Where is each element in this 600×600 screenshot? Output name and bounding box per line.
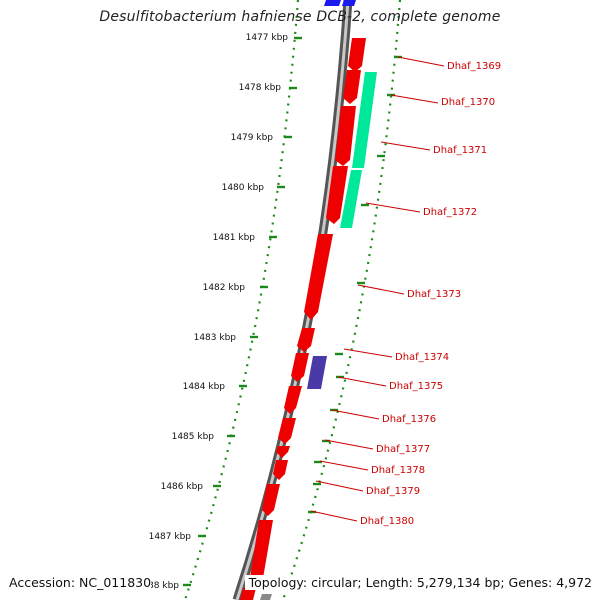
accession-text: Accession: NC_011830 (9, 575, 152, 590)
gene-dhaf-1371[interactable] (335, 106, 356, 166)
gene-blocks (240, 0, 377, 600)
gene-label-dhaf-1378[interactable]: Dhaf_1378 (371, 465, 425, 476)
scale-label: 1487 kbp (149, 532, 192, 542)
gene-label-dhaf-1370[interactable]: Dhaf_1370 (441, 97, 495, 108)
gene-dhaf-1379-b[interactable] (262, 484, 280, 516)
gene-label-dhaf-1377[interactable]: Dhaf_1377 (376, 444, 430, 455)
gene-label-dhaf-1374[interactable]: Dhaf_1374 (395, 352, 449, 363)
scale-label: 1483 kbp (194, 333, 237, 343)
gene-dhaf-1374[interactable] (297, 328, 315, 352)
gene-dhaf-1372[interactable] (326, 166, 348, 224)
genome-summary-text: Topology: circular; Length: 5,279,134 bp… (244, 575, 592, 590)
gene-blue-top-2[interactable] (342, 0, 356, 6)
scale-label: 1485 kbp (172, 432, 215, 442)
scale-labels: 1477 kbp 1478 kbp 1479 kbp 1480 kbp 1481… (137, 33, 289, 591)
gene-dhaf-1377[interactable] (278, 418, 296, 444)
gene-teal-2[interactable] (340, 170, 362, 228)
scale-label: 1481 kbp (213, 233, 256, 243)
gene-bottom-red[interactable] (240, 588, 256, 600)
gene-dhaf-1373[interactable] (304, 234, 333, 320)
gene-label-dhaf-1373[interactable]: Dhaf_1373 (407, 289, 461, 300)
inner-ticks (183, 36, 302, 587)
gene-dhaf-1376[interactable] (284, 386, 302, 414)
scale-label: 1484 kbp (183, 382, 226, 392)
scale-label: 1486 kbp (161, 482, 204, 492)
scale-label: 1478 kbp (239, 83, 282, 93)
gene-label-dhaf-1371[interactable]: Dhaf_1371 (433, 145, 487, 156)
gene-label-dhaf-1376[interactable]: Dhaf_1376 (382, 414, 436, 425)
gene-dhaf-1379-a[interactable] (273, 460, 288, 480)
scale-label: 1480 kbp (222, 183, 265, 193)
gene-label-dhaf-1379[interactable]: Dhaf_1379 (366, 486, 420, 497)
leader-lines (310, 56, 445, 522)
gene-labels: Dhaf_1369 Dhaf_1370 Dhaf_1371 Dhaf_1372 … (360, 61, 501, 527)
gene-dhaf-1375-red[interactable] (291, 353, 309, 382)
gene-blue-top-1[interactable] (324, 0, 341, 6)
gene-dhaf-1370[interactable] (343, 70, 361, 104)
inner-ruler (183, 0, 300, 600)
gene-label-dhaf-1369[interactable]: Dhaf_1369 (447, 61, 501, 72)
scale-label: 1477 kbp (246, 33, 289, 43)
gene-dhaf-1380[interactable] (249, 520, 273, 590)
gene-label-dhaf-1380[interactable]: Dhaf_1380 (360, 516, 414, 527)
map-title: Desulfitobacterium hafniense DCB-2, comp… (99, 9, 501, 25)
gene-dhaf-1378[interactable] (276, 446, 290, 458)
gene-bottom-grey[interactable] (260, 594, 272, 600)
gene-label-dhaf-1372[interactable]: Dhaf_1372 (423, 207, 477, 218)
gene-dhaf-1375-purple[interactable] (307, 356, 327, 389)
scale-label: 1488 kbp (137, 581, 180, 591)
gene-dhaf-1369[interactable] (348, 38, 366, 72)
scale-label: 1479 kbp (231, 133, 274, 143)
scale-label: 1482 kbp (203, 283, 246, 293)
gene-teal-1[interactable] (352, 72, 377, 168)
gene-label-dhaf-1375[interactable]: Dhaf_1375 (389, 381, 443, 392)
